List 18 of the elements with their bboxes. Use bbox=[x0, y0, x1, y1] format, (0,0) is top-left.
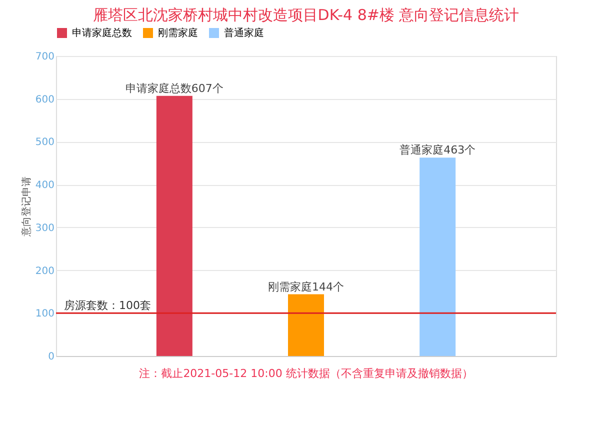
data-label: 申请家庭总数607个 bbox=[125, 82, 224, 95]
y-axis-title: 意向登记申请 bbox=[20, 176, 32, 238]
y-tick-label: 400 bbox=[35, 180, 54, 192]
legend-label: 申请家庭总数 bbox=[72, 27, 132, 39]
y-tick-label: 200 bbox=[35, 266, 54, 277]
chart-title: 雁塔区北沈家桥村城中村改造项目DK-4 8#楼 意向登记信息统计 bbox=[92, 6, 520, 24]
data-label: 普通家庭463个 bbox=[400, 144, 476, 157]
legend-label: 刚需家庭 bbox=[158, 27, 198, 39]
y-tick-label: 300 bbox=[35, 222, 54, 234]
y-tick-label: 700 bbox=[35, 52, 54, 62]
text: 注：截止2021-05-12 10:00 统计数据（不含重复申请及撤销数据） bbox=[139, 367, 473, 380]
y-tick-label: 500 bbox=[35, 137, 54, 148]
y-tick-label: 600 bbox=[35, 94, 54, 106]
y-tick-label: 100 bbox=[35, 308, 54, 320]
legend-label: 普通家庭 bbox=[224, 27, 264, 39]
y-tick-label: 0 bbox=[48, 352, 54, 362]
ref-line-label: 房源套数：100套 bbox=[64, 299, 151, 312]
data-label: 刚需家庭144个 bbox=[268, 280, 344, 294]
